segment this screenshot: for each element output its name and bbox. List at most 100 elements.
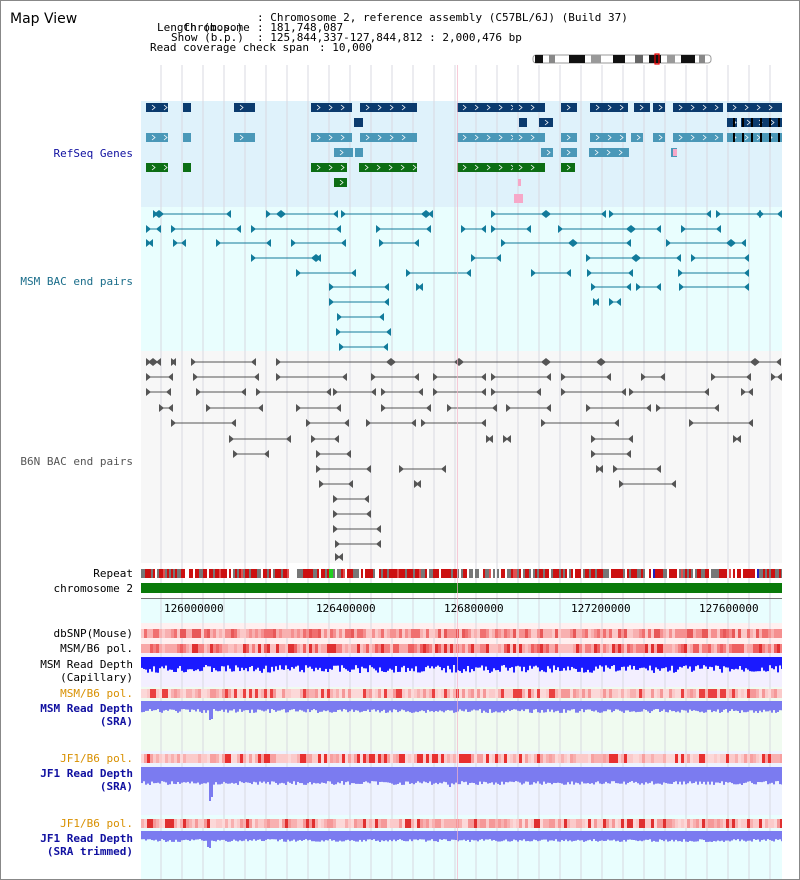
b6n-bac-track[interactable] <box>141 351 782 563</box>
heat-cell <box>696 629 699 638</box>
depth-bar <box>427 701 429 710</box>
depth-bar <box>353 831 355 841</box>
depth-bar <box>263 767 265 782</box>
heat-cell <box>687 629 690 638</box>
track-label-msm-bac[interactable]: MSM BAC end pairs <box>20 275 133 288</box>
depth-bar <box>623 831 625 840</box>
heat-cell <box>387 754 390 763</box>
depth-bar <box>171 831 173 842</box>
depth-bar <box>563 831 565 842</box>
heat-cell <box>681 754 684 763</box>
depth-bar <box>319 831 321 842</box>
heat-cell <box>759 819 762 828</box>
heat-cell <box>537 754 540 763</box>
depth-bar <box>389 831 391 840</box>
b6n-bac-end-left <box>433 388 438 396</box>
depth-bar <box>539 831 541 841</box>
repeat-element <box>317 569 319 578</box>
track-label-b6n-bac[interactable]: B6N BAC end pairs <box>20 455 133 468</box>
depth-bar <box>605 657 607 666</box>
heat-cell <box>723 644 726 653</box>
chromosome-ideogram[interactable] <box>529 53 715 65</box>
gene-strand-arrow <box>619 134 624 141</box>
heat-cell <box>153 644 156 653</box>
track-label-jf1-depth-trim-2: (SRA trimmed) <box>46 845 133 858</box>
depth-bar <box>725 831 727 841</box>
depth-bar <box>633 657 635 666</box>
heat-cell <box>294 754 297 763</box>
repeat-track[interactable] <box>141 569 782 578</box>
depth-bar <box>215 767 217 783</box>
heat-cell <box>192 644 195 653</box>
heat-cell <box>246 754 249 763</box>
heat-cell <box>645 629 648 638</box>
heat-cell <box>183 689 186 698</box>
repeat-element <box>183 569 185 578</box>
repeat-element <box>745 569 747 578</box>
depth-bar <box>609 657 611 669</box>
heat-cell <box>147 754 150 763</box>
refseq-genes-track[interactable] <box>141 101 782 207</box>
heat-cell <box>531 754 534 763</box>
heat-cell <box>162 689 165 698</box>
depth-bar <box>635 831 637 841</box>
depth-bar <box>183 657 185 673</box>
heat-cell <box>183 819 186 828</box>
heat-cell <box>219 819 222 828</box>
heat-cell <box>732 644 735 653</box>
heat-cell <box>459 629 462 638</box>
depth-bar <box>437 657 439 666</box>
depth-bar <box>153 701 155 711</box>
heat-cell <box>225 819 228 828</box>
heat-cell <box>660 644 663 653</box>
heat-cell <box>267 754 270 763</box>
b6n-bac-end-left <box>421 419 426 427</box>
depth-bar <box>175 767 177 785</box>
track-label-refseq[interactable]: RefSeq Genes <box>53 147 133 160</box>
heat-cell <box>636 644 639 653</box>
heat-cell <box>492 819 495 828</box>
repeat-element <box>177 569 179 578</box>
depth-bar <box>177 657 179 669</box>
depth-bar <box>779 701 781 711</box>
depth-bar <box>663 831 665 842</box>
depth-bar <box>387 831 389 842</box>
depth-bar <box>333 701 335 712</box>
heat-cell <box>444 629 447 638</box>
depth-bar <box>237 701 239 712</box>
heat-cell <box>312 819 315 828</box>
depth-bar <box>253 657 255 672</box>
heat-cell <box>288 689 291 698</box>
heat-cell <box>198 629 201 638</box>
heat-cell <box>567 644 570 653</box>
heat-cell <box>558 689 561 698</box>
depth-bar <box>325 701 327 712</box>
depth-bar <box>249 831 251 841</box>
depth-bar <box>483 767 485 782</box>
heat-cell <box>630 644 633 653</box>
heat-cell <box>480 644 483 653</box>
heat-cell <box>315 754 318 763</box>
heat-cell <box>396 689 399 698</box>
repeat-element <box>699 569 701 578</box>
heat-cell <box>708 754 711 763</box>
heat-cell <box>702 754 705 763</box>
msm-bac-track[interactable] <box>141 207 782 351</box>
heat-cell <box>195 819 198 828</box>
depth-bar <box>333 831 335 841</box>
repeat-element <box>387 569 389 578</box>
depth-bar <box>651 701 653 712</box>
depth-bar <box>777 657 779 673</box>
heat-cell <box>399 819 402 828</box>
repeat-element <box>579 569 581 578</box>
heat-cell <box>330 819 333 828</box>
depth-bar <box>367 767 369 783</box>
heat-cell <box>210 629 213 638</box>
gene-strand-arrow <box>340 164 345 171</box>
heat-cell <box>573 644 576 653</box>
depth-bar <box>765 657 767 672</box>
depth-bar <box>781 701 782 711</box>
depth-bar <box>269 701 271 713</box>
heat-cell <box>318 629 321 638</box>
heat-cell <box>306 754 309 763</box>
